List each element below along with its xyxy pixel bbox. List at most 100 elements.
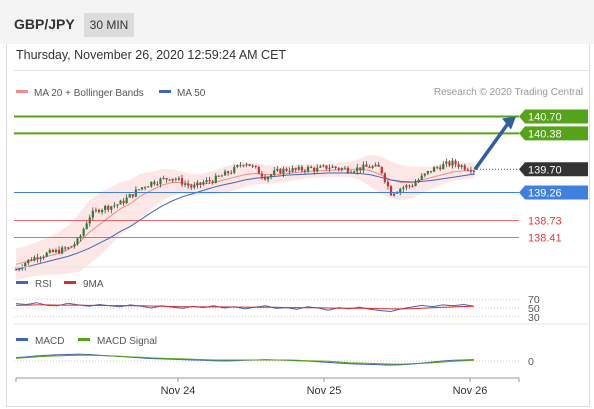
candle-body [414, 182, 417, 186]
candle-body [128, 194, 131, 198]
candle-body [162, 178, 165, 180]
timeframe-badge[interactable]: 30 MIN [84, 13, 134, 37]
candle-body [254, 165, 257, 168]
x-tick-label: Nov 25 [307, 385, 342, 397]
candle-body [343, 167, 346, 169]
candle-body [45, 252, 48, 257]
candle-body [463, 165, 466, 170]
candle-body [279, 168, 282, 174]
candle-body [140, 187, 144, 190]
candle-body [153, 181, 156, 185]
candle-body [469, 170, 473, 172]
rsi-tick-label: 70 [528, 294, 540, 306]
candle-body [362, 164, 365, 171]
candle-body [100, 209, 104, 213]
price-legend: MA 20 + Bollinger Bands MA 50 [16, 88, 206, 99]
candle-body [245, 164, 248, 166]
candle-body [442, 163, 445, 170]
candle-body [21, 267, 24, 269]
candle-body [199, 182, 202, 185]
candle-body [451, 160, 454, 166]
candle-body [466, 169, 469, 171]
candle-body [125, 197, 128, 204]
candle-body [107, 205, 110, 210]
legend-label: 9MA [83, 279, 104, 290]
candle-body [411, 185, 414, 187]
candle-body [236, 165, 239, 167]
chart-credit: Research © 2020 Trading Central [434, 87, 583, 98]
candle-body [131, 194, 134, 197]
ma20-line [15, 168, 475, 265]
candle-body [448, 161, 451, 166]
rsi-ma-line [15, 304, 475, 310]
candle-body [380, 166, 383, 174]
candle-body [285, 168, 288, 171]
candle-body [328, 167, 331, 169]
candle-body [303, 170, 307, 172]
level-label: 140.38 [528, 128, 562, 140]
candle-body [266, 177, 270, 180]
candle-body [270, 174, 273, 178]
projection-arrow [473, 122, 510, 171]
candle-body [377, 164, 380, 167]
candle-body [353, 171, 356, 173]
candle-body [57, 249, 61, 254]
chart-datetime: Thursday, November 26, 2020 12:59:24 AM … [16, 48, 287, 62]
legend-label: MA 50 [177, 88, 206, 99]
candle-body [319, 166, 322, 168]
candle-body [110, 206, 113, 210]
candle-body [220, 175, 224, 177]
candle-body [313, 167, 316, 172]
candle-body [371, 166, 374, 168]
candle-body [263, 176, 267, 180]
candle-body [42, 256, 45, 258]
x-axis: Nov 24 Nov 25 Nov 26 [15, 377, 520, 397]
candle-body [439, 167, 442, 170]
candle-body [64, 247, 67, 249]
candle-body [405, 185, 408, 188]
candle-body [346, 167, 350, 173]
rsi-tick-label: 50 [528, 303, 540, 315]
candle-body [85, 223, 88, 230]
candle-body [113, 205, 116, 207]
last-price-label: 139.70 [528, 164, 562, 176]
candle-body [426, 171, 429, 174]
candle-body [202, 182, 205, 185]
candle-body [460, 165, 463, 168]
x-tick-label: Nov 26 [453, 385, 488, 397]
bollinger-band [16, 154, 474, 281]
candle-body [334, 166, 337, 169]
legend-swatch [16, 90, 28, 93]
candle-body [457, 164, 460, 168]
level-label: 139.26 [528, 188, 562, 200]
legend-label: RSI [35, 279, 52, 290]
candle-body [211, 181, 214, 183]
candle-body [359, 167, 362, 171]
rsi-tick-label: 30 [528, 312, 540, 324]
candle-body [91, 210, 94, 218]
legend-swatch [64, 281, 76, 284]
macd-legend: MACD MACD Signal [16, 336, 157, 347]
candle-body [423, 173, 426, 176]
candle-body [276, 168, 279, 171]
candle-body [297, 167, 300, 170]
candle-body [168, 179, 171, 181]
candle-body [257, 167, 260, 174]
candle-body [383, 173, 386, 182]
candle-body [180, 178, 184, 185]
ma50-line [15, 172, 475, 271]
candle-body [374, 164, 377, 167]
candle-body [104, 205, 107, 210]
candle-body [365, 164, 368, 167]
candle-body [39, 257, 42, 260]
candle-body [82, 229, 85, 236]
candle-body [325, 165, 328, 169]
candle-body [147, 186, 150, 188]
candle-body [54, 249, 58, 252]
candle-body [294, 168, 297, 170]
candle-body [389, 186, 393, 196]
macd-tick-label: 0 [528, 356, 534, 368]
price-panel: 140.70 140.38 139.70 139.26 138.73 138.41 [14, 109, 588, 281]
